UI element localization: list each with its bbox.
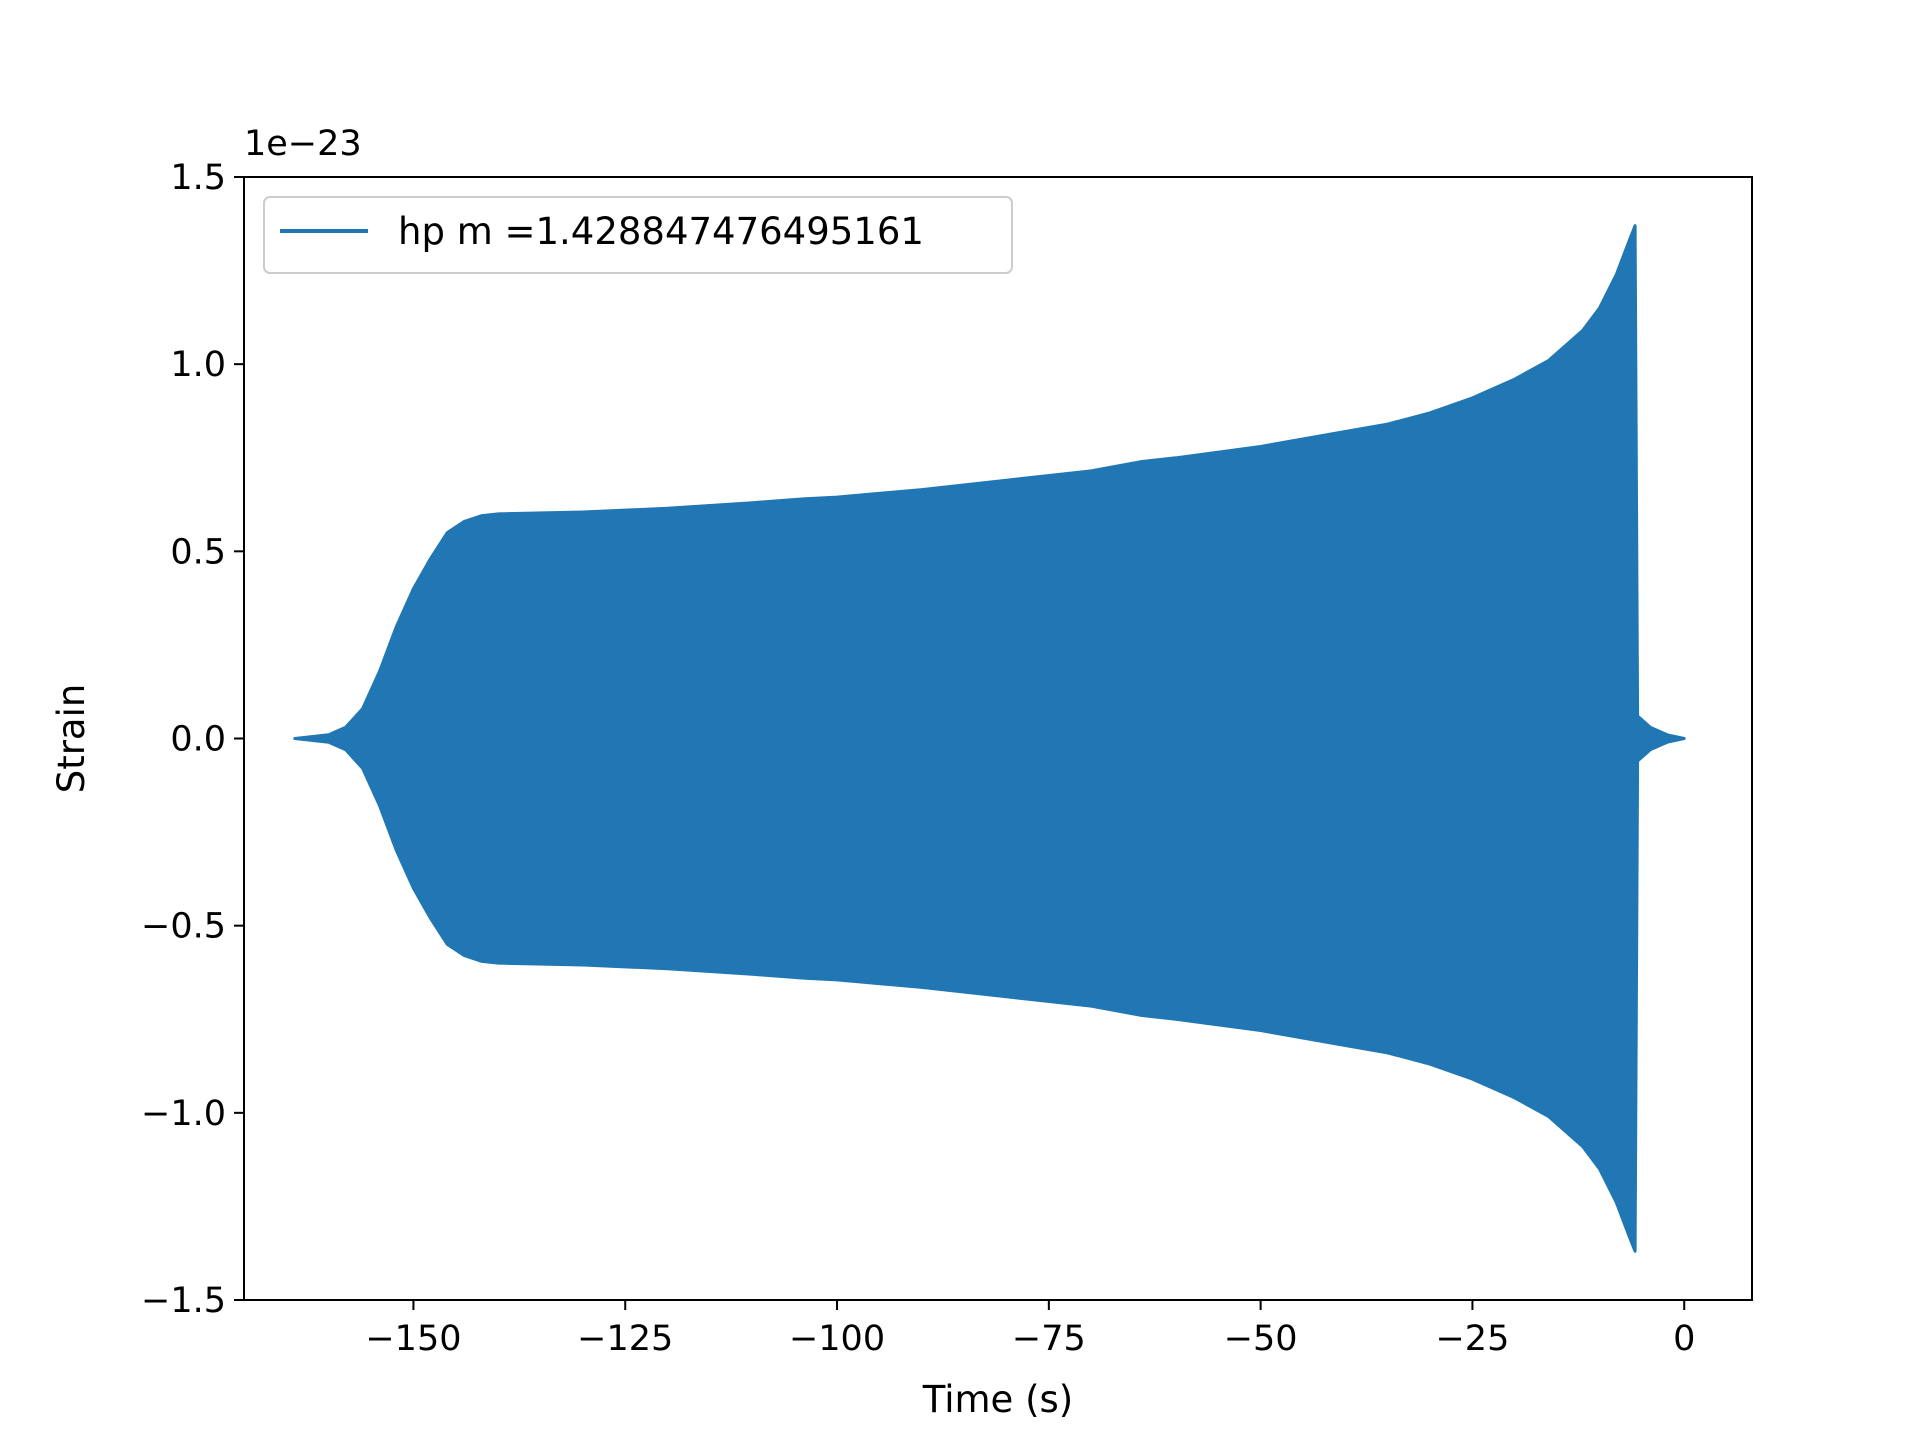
series-hp-waveform (293, 224, 1686, 1253)
y-tick-label: −0.5 (141, 907, 226, 947)
y-tick-label: −1.5 (141, 1281, 226, 1321)
x-tick-label: −125 (577, 1319, 673, 1359)
y-tick-label: 0.0 (170, 720, 226, 760)
y-tick-label: −1.0 (141, 1094, 226, 1134)
x-tick-label: −25 (1435, 1319, 1509, 1359)
legend-label: hp m =1.428847476495161 (398, 210, 924, 253)
legend-box (263, 196, 1013, 274)
data-layer (293, 224, 1686, 1253)
y-tick-label: 1.0 (170, 345, 226, 385)
x-tick-label: 0 (1673, 1319, 1695, 1359)
y-offset-label: 1e−23 (244, 124, 362, 164)
x-tick-label: −150 (365, 1319, 461, 1359)
legend: hp m =1.428847476495161 (263, 196, 1013, 274)
y-tick-label: 0.5 (170, 532, 226, 572)
x-tick-label: −75 (1012, 1319, 1086, 1359)
y-axis-label: Strain (50, 684, 93, 794)
ticks-layer: −150 −125 −100 −75 −50 −25 0 −1.5 −1.0 −0.5 0.0 0.5… (141, 158, 1695, 1359)
x-axis-label: Time (s) (922, 1378, 1073, 1421)
x-tick-label: −50 (1224, 1319, 1298, 1359)
y-tick-label: 1.5 (170, 158, 226, 198)
x-tick-label: −100 (789, 1319, 885, 1359)
